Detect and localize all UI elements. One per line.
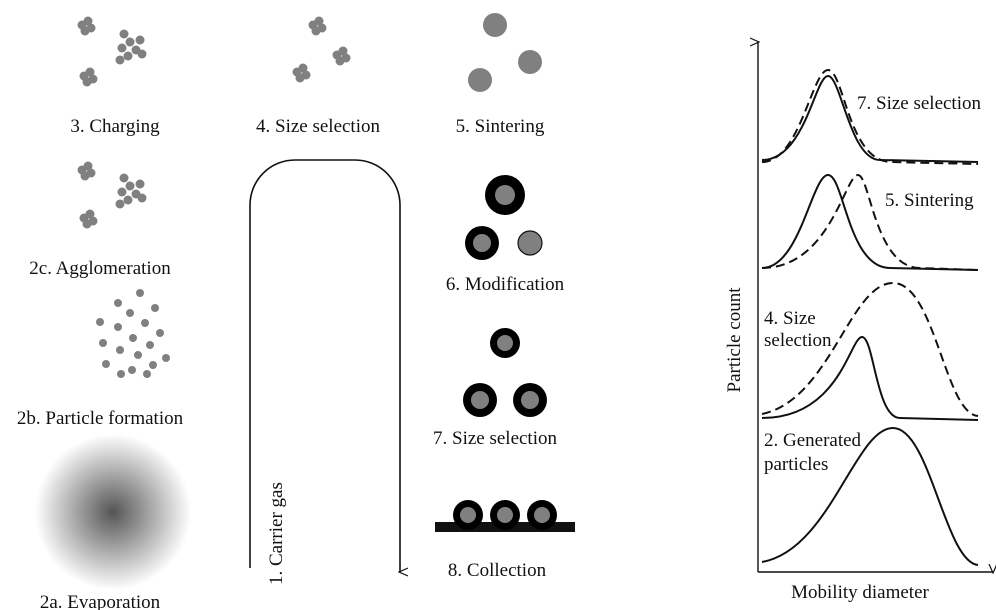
- particle-formation-icon: [96, 289, 170, 378]
- x-axis-label: Mobility diameter: [791, 582, 929, 603]
- carrier-gas-label: 1. Carrier gas: [266, 482, 287, 585]
- curve-label: particles: [764, 454, 828, 475]
- curve-label: 4. Size: [764, 308, 816, 329]
- curve-label: 5. Sintering: [885, 190, 974, 211]
- stage-label: 4. Size selection: [256, 116, 380, 137]
- plot-axes: [758, 42, 993, 572]
- collection-icon: [435, 500, 575, 532]
- sintering-icon: [468, 13, 542, 92]
- size-selection-icon: [293, 17, 351, 83]
- curve-label: selection: [764, 330, 832, 351]
- stage-label: 2b. Particle formation: [17, 408, 184, 429]
- stage-label: 7. Size selection: [433, 428, 557, 449]
- curve-label: 2. Generated: [764, 430, 862, 451]
- stage-label: 3. Charging: [70, 116, 160, 137]
- curve-label: 7. Size selection: [857, 93, 981, 114]
- stage-label: 6. Modification: [446, 274, 565, 295]
- modification-icon: [465, 175, 542, 260]
- diagram: 3. Charging 2c. Agglomeration 2b. Partic…: [0, 0, 996, 610]
- size-selection-2-icon: [463, 328, 547, 417]
- charging-icon: [78, 17, 147, 87]
- stage-label: 8. Collection: [448, 560, 547, 581]
- evaporation-icon: [35, 434, 191, 590]
- stage-label: 2a. Evaporation: [40, 592, 161, 610]
- y-axis-label: Particle count: [724, 287, 745, 393]
- agglomeration-icon: [78, 162, 147, 229]
- stage-label: 5. Sintering: [456, 116, 545, 137]
- stage-label: 2c. Agglomeration: [29, 258, 171, 279]
